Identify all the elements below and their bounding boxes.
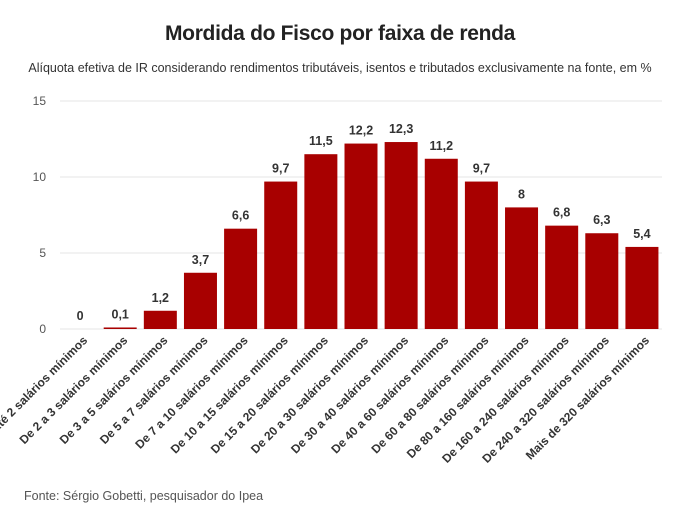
data-label: 12,3 (389, 122, 413, 136)
y-tick-label: 0 (39, 322, 46, 336)
bar (545, 225, 579, 329)
bar (224, 228, 258, 329)
bar (424, 158, 458, 329)
chart-title: Mordida do Fisco por faixa de renda (164, 22, 516, 45)
bar (505, 207, 539, 329)
bar (183, 272, 217, 329)
data-label: 6,3 (593, 213, 610, 227)
data-labels: 0 0,1 1,2 3,7 6,6 9,7 11,5 12,2 12,3 11,2 9,7 8 6,8 6… (77, 122, 651, 323)
bar-chart: 0 5 10 15 0 0,1 1,2 3,7 6,6 9,7 11,5 12,2 12,3 11,2 9… (0, 94, 662, 466)
data-label: 6,8 (553, 206, 570, 220)
data-label: 3,7 (192, 253, 209, 267)
bar (143, 310, 177, 329)
data-label: 6,6 (232, 209, 249, 223)
bar (103, 327, 137, 329)
bar (625, 246, 659, 329)
data-label: 9,7 (272, 162, 289, 176)
bar (585, 233, 619, 329)
bar (384, 142, 418, 329)
y-tick-label: 10 (33, 170, 47, 184)
y-axis-ticks: 0 5 10 15 (33, 94, 47, 336)
bars (103, 142, 659, 329)
data-label: 5,4 (633, 227, 650, 241)
bar (264, 181, 298, 329)
chart-subtitle: Alíquota efetiva de IR considerando rend… (28, 61, 652, 75)
data-label: 11,2 (429, 139, 453, 153)
data-label: 9,7 (473, 162, 490, 176)
data-label: 0,1 (112, 307, 129, 321)
data-label: 12,2 (349, 124, 373, 138)
data-label: 1,2 (152, 291, 169, 305)
y-tick-label: 15 (33, 94, 47, 108)
source-note: Fonte: Sérgio Gobetti, pesquisador do Ip… (24, 489, 264, 503)
bar (464, 181, 498, 329)
y-tick-label: 5 (39, 246, 46, 260)
bar (304, 154, 338, 329)
data-label: 0 (77, 309, 84, 323)
data-label: 11,5 (309, 134, 333, 148)
bar (344, 143, 378, 329)
data-label: 8 (518, 187, 525, 201)
